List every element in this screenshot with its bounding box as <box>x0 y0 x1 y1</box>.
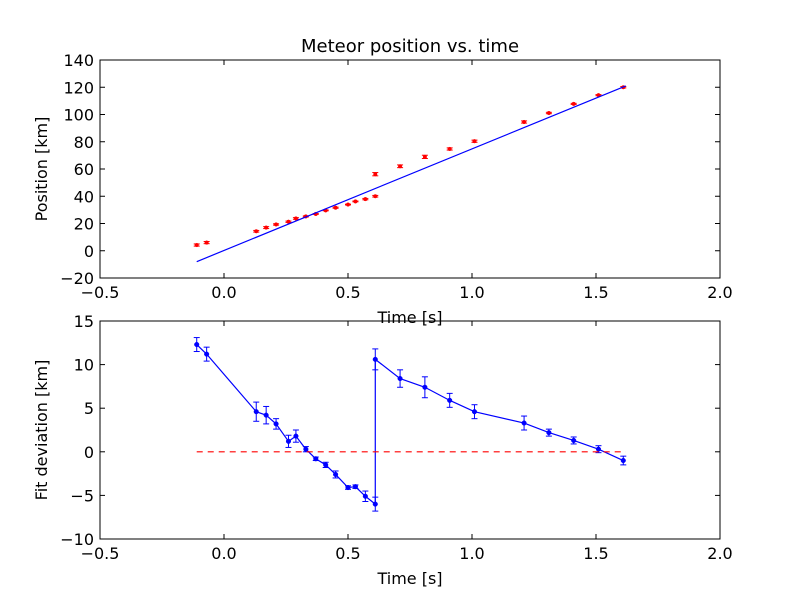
data-point <box>194 242 199 248</box>
deviation-x-tick-label: −0.5 <box>81 544 120 563</box>
data-point <box>333 471 339 478</box>
deviation-y-ticks: −10 −5 0 5 10 15 <box>60 312 720 549</box>
data-point <box>363 197 368 202</box>
deviation-x-axis-label: Time [s] <box>376 569 442 588</box>
data-point <box>362 493 368 499</box>
position-y-tick-label: 120 <box>63 78 94 97</box>
data-point <box>373 172 378 177</box>
deviation-plot-frame <box>99 320 721 540</box>
data-point <box>333 205 338 210</box>
position-x-tick-label: 1.0 <box>459 283 484 302</box>
data-point <box>274 222 279 227</box>
position-y-tick-label: 20 <box>74 215 94 234</box>
position-y-tick-label: 140 <box>63 51 94 70</box>
data-point <box>264 225 269 230</box>
position-y-tick-label: 80 <box>74 133 94 152</box>
data-point <box>293 216 298 221</box>
deviation-x-ticks: −0.5 0.0 0.5 1.0 1.5 2.0 <box>81 321 733 563</box>
data-point <box>422 154 427 159</box>
data-point <box>345 485 351 491</box>
deviation-x-tick-label: 0.0 <box>211 544 236 563</box>
deviation-marks <box>193 337 627 512</box>
deviation-y-tick-label: 0 <box>84 443 94 462</box>
deviation-x-tick-label: 2.0 <box>707 544 732 563</box>
deviation-y-tick-label: −10 <box>60 530 94 549</box>
data-point <box>398 164 403 169</box>
data-point <box>253 409 259 415</box>
data-point <box>313 456 319 462</box>
data-point <box>373 194 378 199</box>
data-point <box>345 202 351 207</box>
data-point <box>595 446 602 452</box>
deviation-x-tick-label: 0.5 <box>335 544 360 563</box>
deviation-line <box>196 344 624 506</box>
data-point <box>254 229 259 234</box>
data-point <box>352 484 358 490</box>
data-point <box>194 341 200 348</box>
data-point <box>204 240 209 245</box>
data-point <box>571 101 576 106</box>
position-y-tick-label: −20 <box>60 269 94 288</box>
deviation-y-tick-label: 15 <box>74 312 94 331</box>
position-y-axis-label: Position [km] <box>32 117 51 222</box>
position-y-tick-label: 40 <box>74 187 94 206</box>
data-point <box>447 146 452 152</box>
position-x-tick-label: 0.0 <box>211 283 236 302</box>
deviation-x-tick-label: 1.0 <box>459 544 484 563</box>
data-point <box>620 457 626 464</box>
position-x-tick-label: 2.0 <box>707 283 732 302</box>
position-y-tick-label: 100 <box>63 106 94 125</box>
position-plot-frame <box>99 59 721 279</box>
deviation-x-tick-label: 1.5 <box>583 544 608 563</box>
position-y-tick-label: 60 <box>74 160 94 179</box>
data-point <box>546 110 551 116</box>
data-point <box>471 409 478 415</box>
data-point <box>397 376 403 382</box>
deviation-y-tick-label: 5 <box>84 399 94 418</box>
deviation-y-tick-label: 10 <box>74 356 94 375</box>
data-point <box>472 139 477 144</box>
data-point <box>372 356 378 362</box>
deviation-y-axis-label: Fit deviation [km] <box>32 360 51 501</box>
position-x-axis-label: Time [s] <box>376 308 442 327</box>
data-point <box>422 384 428 390</box>
data-point <box>303 446 309 452</box>
data-point <box>273 421 279 427</box>
data-point <box>372 501 378 507</box>
position-marks <box>193 85 627 263</box>
data-point <box>263 412 269 418</box>
data-point <box>571 437 577 444</box>
position-x-tick-label: −0.5 <box>81 283 120 302</box>
data-point <box>353 199 358 204</box>
position-y-ticks: −20 0 20 40 60 80 100 120 140 <box>60 51 720 288</box>
data-point <box>204 351 210 357</box>
deviation-y-tick-label: −5 <box>70 486 94 505</box>
data-point <box>323 462 329 468</box>
position-chart: Meteor position vs. time −0.5 0.0 0.5 1.0 1.… <box>32 36 733 327</box>
fit-line <box>196 85 626 263</box>
position-chart-title: Meteor position vs. time <box>301 36 519 57</box>
data-point <box>447 397 453 403</box>
data-point <box>522 119 527 125</box>
position-x-tick-label: 1.5 <box>583 283 608 302</box>
position-x-tick-label: 0.5 <box>335 283 360 302</box>
position-y-tick-label: 0 <box>84 242 94 261</box>
position-x-ticks: −0.5 0.0 0.5 1.0 1.5 2.0 <box>81 60 733 302</box>
data-point <box>293 433 299 439</box>
deviation-chart: −0.5 0.0 0.5 1.0 1.5 2.0 −10 −5 0 5 10 15 Time [s]… <box>32 312 733 588</box>
data-point <box>285 438 292 444</box>
data-point <box>521 420 527 426</box>
data-point <box>546 430 552 436</box>
